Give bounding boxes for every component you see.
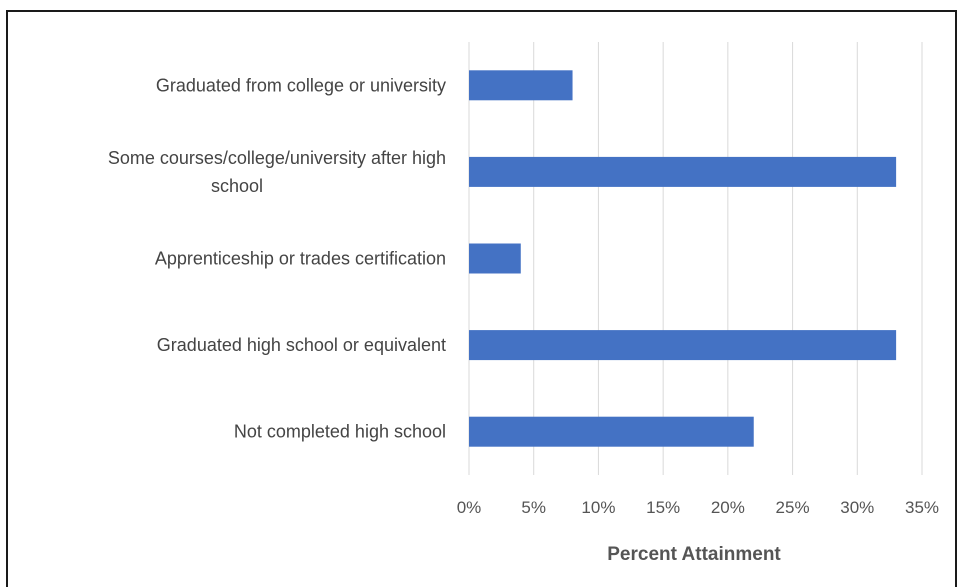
x-axis-title: Percent Attainment: [607, 544, 781, 565]
x-tick-label: 0%: [457, 498, 482, 517]
category-label: Graduated high school or equivalent: [157, 335, 446, 355]
x-tick-label: 30%: [840, 498, 874, 517]
category-labels: Graduated from college or university Some…: [108, 75, 446, 441]
x-tick-label: 25%: [776, 498, 810, 517]
tick-labels: 0% 5% 10% 15% 20% 25% 30% 35%: [457, 498, 939, 517]
bar: [469, 330, 897, 361]
bar: [469, 156, 897, 187]
bar: [469, 243, 521, 274]
chart-frame: [6, 10, 957, 587]
x-tick-label: 10%: [581, 498, 615, 517]
bars: [469, 70, 897, 447]
category-label: Not completed high school: [234, 422, 446, 442]
x-tick-label: 20%: [711, 498, 745, 517]
bar: [469, 70, 573, 101]
gridlines: [468, 42, 923, 475]
category-label: Graduated from college or university: [156, 75, 446, 95]
x-tick-label: 15%: [646, 498, 680, 517]
x-tick-label: 5%: [521, 498, 546, 517]
bar: [469, 416, 754, 447]
category-label: Some courses/college/university after hi…: [108, 148, 446, 168]
x-tick-label: 35%: [905, 498, 939, 517]
category-label: Apprenticeship or trades certification: [155, 249, 446, 269]
category-label: school: [211, 176, 263, 196]
